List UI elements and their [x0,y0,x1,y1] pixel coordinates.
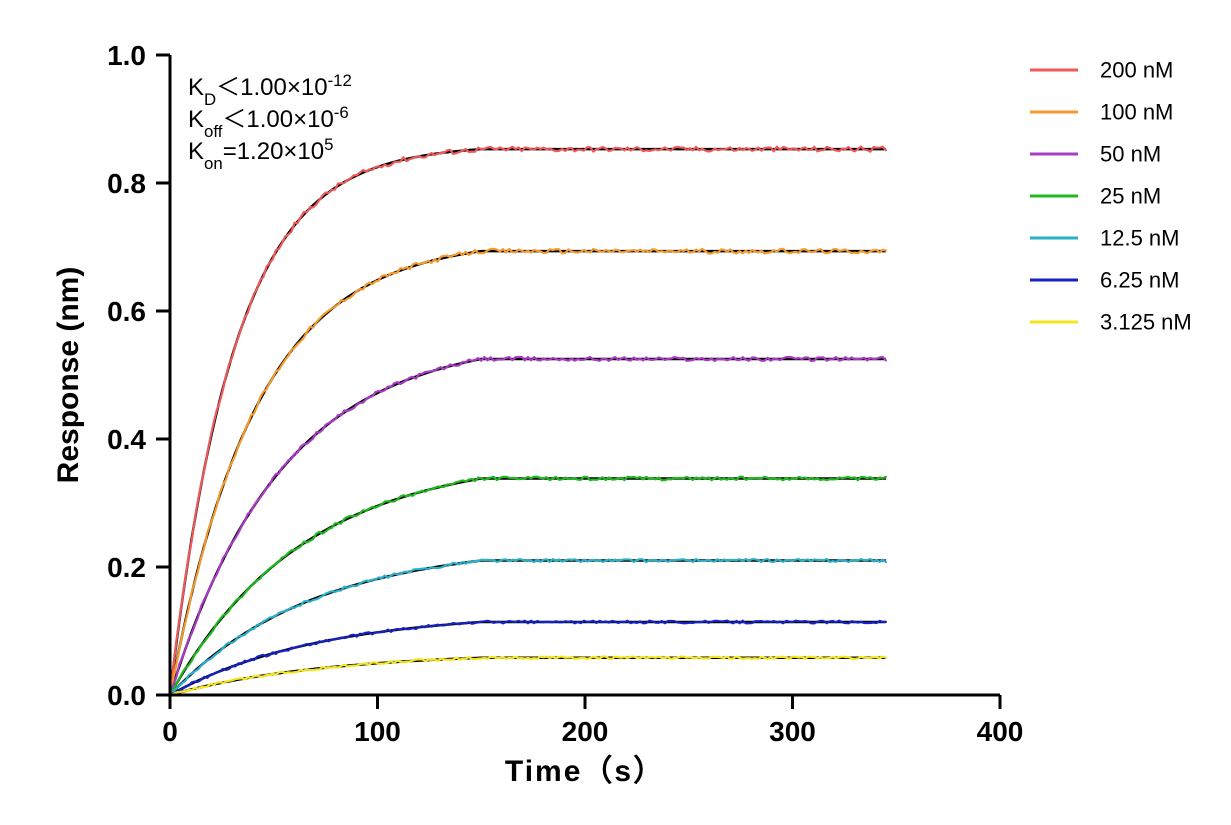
y-tick-label: 0.6 [107,296,146,327]
x-axis-title: Time（s） [505,754,665,788]
chart-svg: 0 100 200 300 400 0.0 0.2 0.4 0.6 0.8 1.0 Time（s） Re… [0,0,1231,825]
y-tick-label: 0.4 [107,424,146,455]
legend-label: 50 nM [1100,142,1161,167]
chart-container: 0 100 200 300 400 0.0 0.2 0.4 0.6 0.8 1.0 Time（s） Re… [0,0,1231,825]
legend-label: 200 nM [1100,58,1173,83]
x-tick-label: 100 [354,716,401,747]
legend-label: 12.5 nM [1100,226,1180,251]
legend-label: 3.125 nM [1100,310,1192,335]
x-tick-label: 400 [977,716,1024,747]
legend-label: 6.25 nM [1100,268,1180,293]
y-tick-label: 0.0 [107,680,146,711]
y-tick-label: 0.2 [107,552,146,583]
x-tick-label: 200 [562,716,609,747]
x-tick-label: 300 [769,716,816,747]
y-tick-label: 1.0 [107,40,146,71]
y-axis-title: Response (nm) [52,267,85,484]
x-tick-label: 0 [162,716,178,747]
y-tick-label: 0.8 [107,168,146,199]
legend-label: 25 nM [1100,184,1161,209]
legend-label: 100 nM [1100,100,1173,125]
